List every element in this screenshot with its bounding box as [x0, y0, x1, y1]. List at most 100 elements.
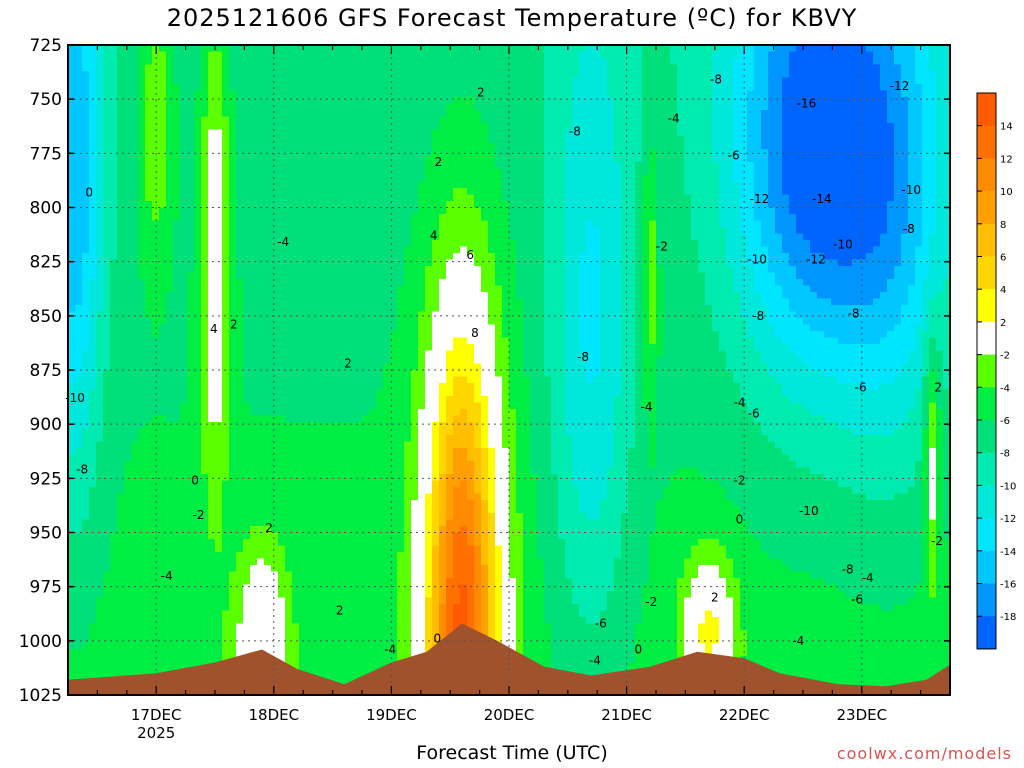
- temperature-cell: [75, 246, 83, 254]
- temperature-cell: [271, 500, 279, 508]
- temperature-cell: [208, 474, 216, 482]
- temperature-cell: [320, 77, 328, 85]
- temperature-cell: [411, 448, 419, 456]
- temperature-cell: [222, 422, 230, 430]
- temperature-cell: [292, 116, 300, 124]
- temperature-cell: [124, 168, 132, 176]
- temperature-cell: [75, 207, 83, 215]
- temperature-cell: [194, 532, 202, 540]
- temperature-cell: [215, 279, 223, 287]
- temperature-cell: [348, 84, 356, 92]
- temperature-cell: [362, 656, 370, 664]
- temperature-cell: [362, 357, 370, 365]
- temperature-cell: [173, 402, 181, 410]
- temperature-cell: [201, 591, 209, 599]
- temperature-cell: [152, 441, 160, 449]
- temperature-cell: [110, 363, 118, 371]
- temperature-cell: [271, 623, 279, 631]
- temperature-cell: [306, 220, 314, 228]
- temperature-cell: [89, 90, 97, 98]
- temperature-cell: [348, 253, 356, 261]
- temperature-cell: [194, 77, 202, 85]
- temperature-cell: [334, 552, 342, 560]
- temperature-cell: [68, 318, 76, 326]
- temperature-cell: [187, 305, 195, 313]
- temperature-cell: [285, 467, 293, 475]
- temperature-cell: [75, 324, 83, 332]
- temperature-cell: [299, 435, 307, 443]
- temperature-cell: [152, 149, 160, 157]
- temperature-cell: [138, 292, 146, 300]
- temperature-cell: [362, 77, 370, 85]
- temperature-cell: [145, 643, 153, 651]
- temperature-cell: [82, 519, 90, 527]
- temperature-cell: [229, 604, 237, 612]
- temperature-cell: [75, 552, 83, 560]
- temperature-cell: [110, 45, 118, 53]
- temperature-cell: [236, 155, 244, 163]
- temperature-cell: [355, 97, 363, 105]
- temperature-cell: [75, 123, 83, 131]
- temperature-cell: [82, 552, 90, 560]
- temperature-cell: [264, 58, 272, 66]
- temperature-cell: [243, 571, 251, 579]
- temperature-cell: [299, 526, 307, 534]
- temperature-cell: [145, 370, 153, 378]
- temperature-cell: [117, 97, 125, 105]
- temperature-cell: [250, 623, 258, 631]
- temperature-cell: [110, 591, 118, 599]
- temperature-cell: [96, 519, 104, 527]
- temperature-cell: [201, 604, 209, 612]
- temperature-cell: [383, 344, 391, 352]
- temperature-cell: [96, 110, 104, 118]
- temperature-cell: [117, 428, 125, 436]
- temperature-cell: [68, 558, 76, 566]
- temperature-cell: [187, 396, 195, 404]
- temperature-cell: [110, 77, 118, 85]
- temperature-cell: [180, 272, 188, 280]
- temperature-cell: [194, 461, 202, 469]
- temperature-cell: [103, 266, 111, 274]
- temperature-cell: [327, 331, 335, 339]
- temperature-cell: [271, 188, 279, 196]
- temperature-cell: [159, 500, 167, 508]
- temperature-cell: [369, 454, 377, 462]
- temperature-cell: [348, 617, 356, 625]
- temperature-cell: [187, 617, 195, 625]
- temperature-cell: [208, 155, 216, 163]
- temperature-cell: [292, 597, 300, 605]
- temperature-cell: [138, 597, 146, 605]
- temperature-cell: [215, 136, 223, 144]
- temperature-cell: [285, 565, 293, 573]
- temperature-cell: [236, 474, 244, 482]
- temperature-cell: [89, 97, 97, 105]
- temperature-cell: [166, 630, 174, 638]
- temperature-cell: [82, 435, 90, 443]
- temperature-cell: [299, 233, 307, 241]
- temperature-cell: [75, 84, 83, 92]
- temperature-cell: [383, 513, 391, 521]
- temperature-cell: [327, 175, 335, 183]
- temperature-cell: [341, 318, 349, 326]
- temperature-cell: [208, 201, 216, 209]
- temperature-cell: [173, 311, 181, 319]
- temperature-cell: [299, 441, 307, 449]
- temperature-cell: [159, 318, 167, 326]
- temperature-cell: [299, 194, 307, 202]
- temperature-cell: [103, 428, 111, 436]
- temperature-cell: [285, 214, 293, 222]
- temperature-cell: [299, 155, 307, 163]
- temperature-cell: [285, 45, 293, 53]
- temperature-cell: [376, 545, 384, 553]
- temperature-cell: [376, 487, 384, 495]
- temperature-cell: [75, 448, 83, 456]
- temperature-cell: [362, 552, 370, 560]
- temperature-cell: [362, 233, 370, 241]
- temperature-cell: [285, 305, 293, 313]
- temperature-cell: [313, 376, 321, 384]
- temperature-cell: [271, 259, 279, 267]
- temperature-cell: [215, 331, 223, 339]
- temperature-cell: [201, 461, 209, 469]
- temperature-cell: [404, 610, 412, 618]
- temperature-cell: [411, 649, 419, 657]
